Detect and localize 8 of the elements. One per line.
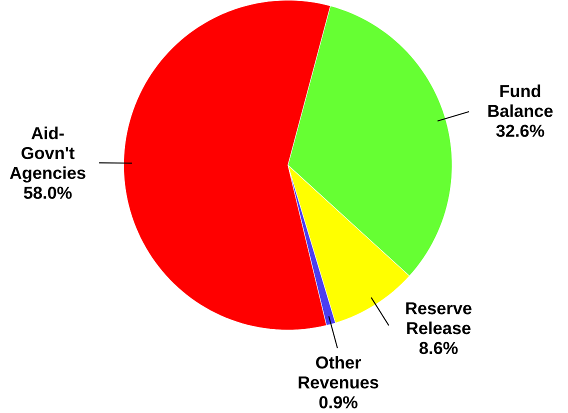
slice-label: Fund Balance [488, 84, 553, 118]
data-label: 0.9% [319, 396, 358, 408]
data-label: 8.6% [419, 342, 458, 354]
slice-label: Reserve Release [406, 302, 472, 334]
slice-label: Aid-Govn't Agencies [10, 126, 86, 183]
data-label: 58.0% [24, 186, 72, 199]
slice-label: Other Revenues [298, 356, 378, 389]
data-label: 32.6% [496, 124, 544, 138]
